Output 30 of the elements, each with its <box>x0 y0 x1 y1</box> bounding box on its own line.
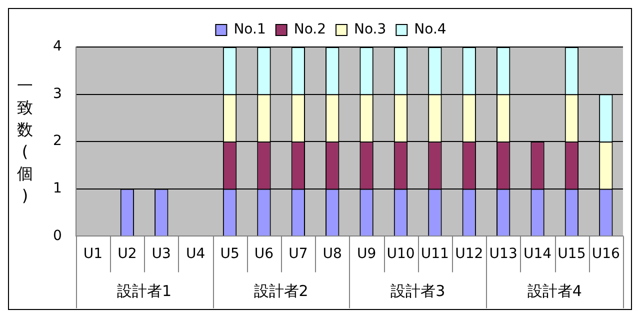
x-tick-label: U2 <box>118 246 137 262</box>
x-tick-label: U4 <box>186 246 206 262</box>
legend-label: No.4 <box>414 22 446 38</box>
y-tick-label: 3 <box>52 86 62 102</box>
text: 設計者4 <box>527 282 582 300</box>
legend-label: No.1 <box>234 22 266 38</box>
legend-label: No.3 <box>354 22 386 38</box>
y-tick-label: 1 <box>52 180 62 197</box>
text: 設計者3 <box>390 282 446 300</box>
x-tick-label: U12 <box>455 246 484 262</box>
x-tick-label: U5 <box>220 246 240 262</box>
x-tick-label: U3 <box>152 246 171 262</box>
text: 設計者1 <box>117 282 172 300</box>
x-tick-label: U8 <box>322 246 342 262</box>
y-tick-label: 4 <box>52 38 62 55</box>
x-tick-label: U15 <box>558 246 586 262</box>
x-tick-label: U16 <box>592 246 620 262</box>
x-tick-label: U7 <box>288 246 308 262</box>
x-tick-label: U6 <box>254 246 274 262</box>
x-tick-label: U13 <box>489 246 518 262</box>
text: 設計者2 <box>254 282 308 300</box>
x-tick-label: U14 <box>523 246 552 262</box>
y-tick-label: 2 <box>52 133 62 150</box>
legend-label: No.2 <box>294 22 326 38</box>
x-tick-label: U11 <box>420 246 449 262</box>
x-tick-label: U1 <box>83 246 103 262</box>
x-tick-label: U10 <box>386 246 415 262</box>
y-tick-label: 0 <box>52 228 62 244</box>
y-axis-title: 一致数(個) <box>17 76 33 205</box>
x-tick-label: U9 <box>356 246 376 262</box>
